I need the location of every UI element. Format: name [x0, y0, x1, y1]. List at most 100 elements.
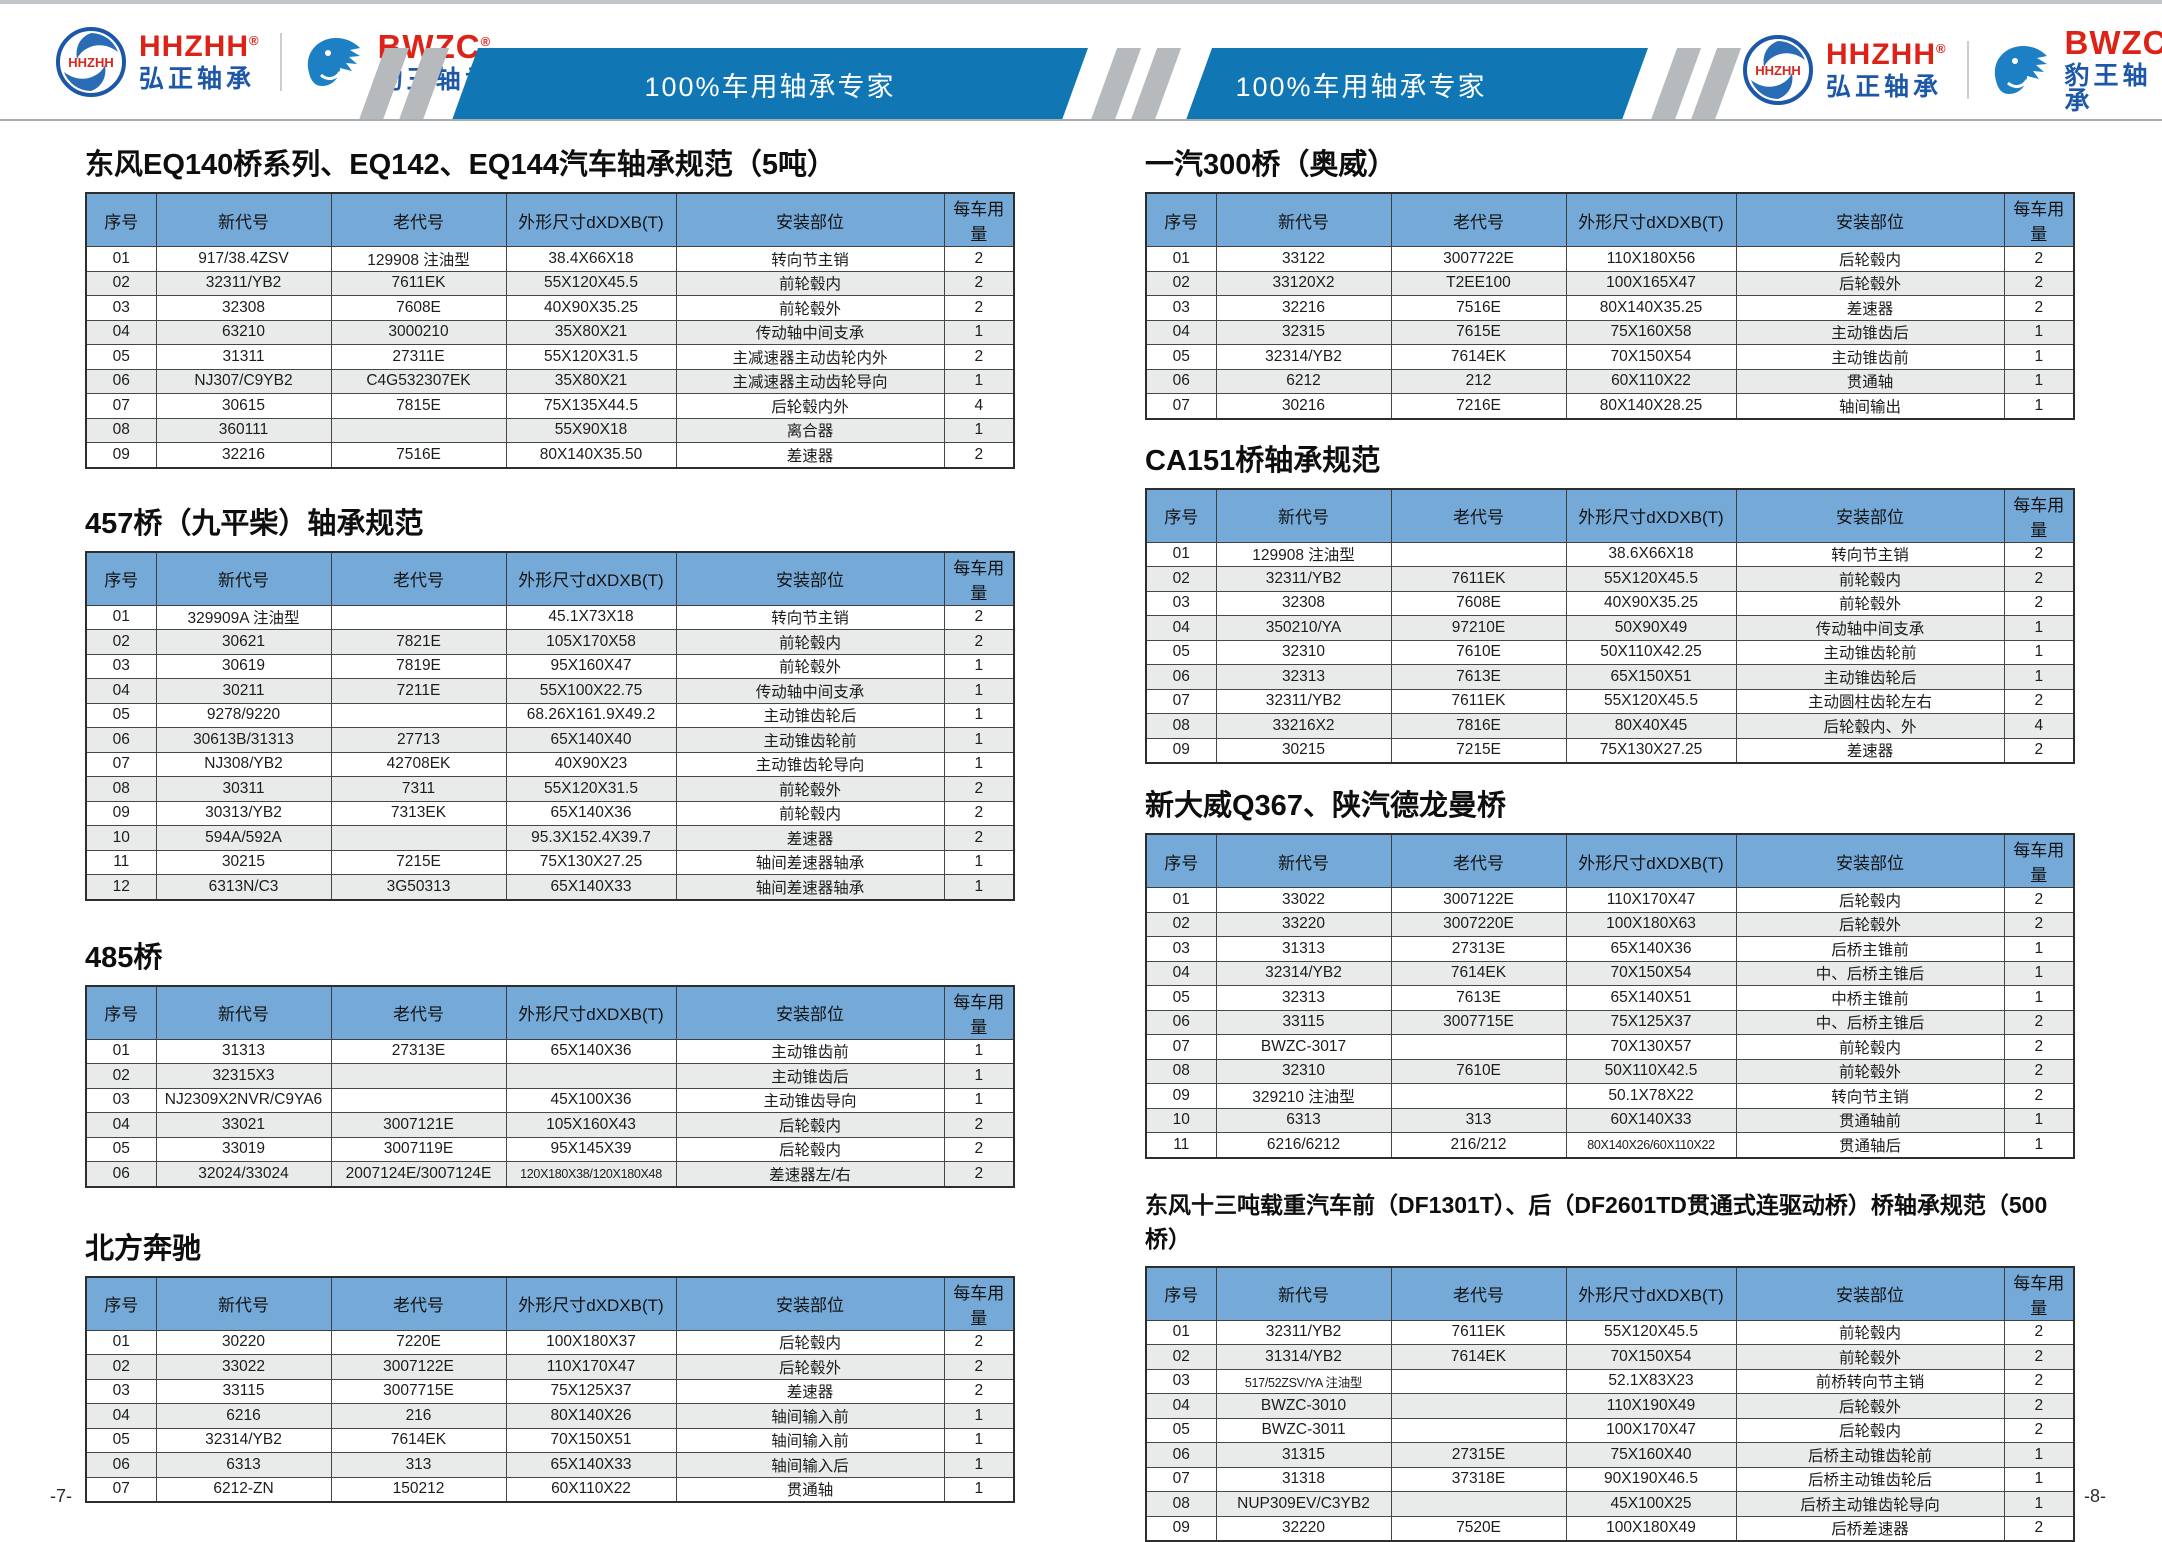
table-cell: 2 — [943, 1378, 1015, 1404]
table-cell: 3007119E — [330, 1136, 507, 1162]
table-cell: 27313E — [330, 1038, 507, 1064]
table-cell: 7821E — [330, 629, 507, 655]
table-cell: 75X125X37 — [1565, 1009, 1737, 1035]
table-cell: 350210/YA — [1215, 615, 1392, 641]
table-cell: 32311/YB2 — [1215, 688, 1392, 714]
table-cell: 7614EK — [1390, 1344, 1567, 1370]
table-cell: 1 — [2003, 368, 2075, 394]
table-cell: 30215 — [1215, 737, 1392, 764]
table-cell: 08 — [85, 776, 157, 802]
table-cell: 05 — [1145, 639, 1217, 665]
table-row: 08 360111 55X90X18 离合器 1 — [85, 417, 1015, 443]
table-cell: 主动锥齿轮后 — [1735, 664, 2005, 690]
table-cell: 1 — [2003, 1132, 2075, 1158]
section-title: CA151桥轴承规范 — [1145, 444, 1381, 477]
table-cell: 07 — [1145, 1034, 1217, 1060]
table-cell: 35X80X21 — [505, 368, 677, 394]
table-cell: 1 — [2003, 639, 2075, 665]
table-cell: 75X130X27.25 — [1565, 737, 1737, 764]
table-row: 04 30211 7211E 55X100X22.75 传动轴中间支承 1 — [85, 678, 1015, 704]
table-row: 01 31313 27313E 65X140X36 主动锥齿前 1 — [85, 1038, 1015, 1064]
table-cell: 02 — [1145, 1344, 1217, 1370]
table-cell: 轴间差速器轴承 — [675, 874, 945, 900]
table-cell: 31314/YB2 — [1215, 1344, 1392, 1370]
table-cell: 1 — [943, 678, 1015, 704]
table-cell: 7613E — [1390, 985, 1567, 1011]
table-cell: 06 — [1145, 1442, 1217, 1468]
section-title: 北方奔驰 — [85, 1232, 202, 1265]
table-row: 09 329210 注油型 50.1X78X22 转向节主销 2 — [1145, 1083, 2075, 1109]
table-cell: 差速器左/右 — [675, 1161, 945, 1187]
table-cell: 7610E — [1390, 639, 1567, 665]
table-row: 04 63210 3000210 35X80X21 传动轴中间支承 1 — [85, 319, 1015, 345]
table-cell: 42708EK — [330, 751, 507, 777]
column-header: 外形尺寸dXDXB(T) — [505, 1276, 677, 1331]
table-cell: 129908 注油型 — [330, 246, 507, 272]
table-row: 02 32315X3 主动锥齿后 1 — [85, 1063, 1015, 1089]
table-cell: 68.26X161.9X49.2 — [505, 702, 677, 728]
table-row: 06 NJ307/C9YB2 C4G532307EK 35X80X21 主减速器主动齿轮… — [85, 368, 1015, 394]
table-cell: 贯通轴前 — [1735, 1107, 2005, 1133]
table-cell: 30615 — [155, 393, 332, 419]
table-cell: 轴间输入前 — [675, 1427, 945, 1453]
table-row: 08 NUP309EV/C3YB2 45X100X25 后桥主动锥齿轮导向 1 — [1145, 1491, 2075, 1517]
table-cell: 2 — [943, 776, 1015, 802]
table-cell: 03 — [1145, 590, 1217, 616]
table-row: 07 6212-ZN 150212 60X110X22 贯通轴 1 — [85, 1476, 1015, 1503]
table-cell: 2 — [943, 442, 1015, 468]
table-cell: 1 — [943, 1038, 1015, 1064]
column-header: 新代号 — [155, 551, 332, 606]
table-cell: 2 — [2003, 1034, 2075, 1060]
column-header: 序号 — [85, 985, 157, 1040]
table-cell: 45X100X25 — [1565, 1491, 1737, 1517]
table-cell: 05 — [85, 344, 157, 370]
table-cell: 917/38.4ZSV — [155, 246, 332, 272]
table-row: 02 33022 3007122E 110X170X47 后轮毂外 2 — [85, 1354, 1015, 1380]
table-cell: 08 — [85, 417, 157, 443]
table-cell: 02 — [1145, 270, 1217, 296]
table-cell: 02 — [85, 629, 157, 655]
table-cell: 3007715E — [330, 1378, 507, 1404]
table-row: 04 BWZC-3010 110X190X49 后轮毂外 2 — [1145, 1393, 2075, 1419]
table-cell: 2 — [943, 1161, 1015, 1187]
table-cell: 1 — [2003, 1107, 2075, 1133]
table-cell: 差速器 — [675, 1378, 945, 1404]
table-cell: 7816E — [1390, 713, 1567, 739]
table-cell: 04 — [1145, 960, 1217, 986]
table-cell: 主动锥齿导向 — [675, 1087, 945, 1113]
table-cell: 后轮毂内 — [1735, 246, 2005, 272]
table-cell: 33115 — [1215, 1009, 1392, 1035]
table-cell: 08 — [1145, 1491, 1217, 1517]
column-header: 安装部位 — [1735, 488, 2005, 543]
table-cell: 2 — [943, 1354, 1015, 1380]
table-cell: 1 — [2003, 936, 2075, 962]
table-cell: 07 — [85, 1476, 157, 1503]
table-cell: 03 — [85, 1087, 157, 1113]
column-header: 老代号 — [330, 192, 507, 247]
table-cell: 30215 — [155, 849, 332, 875]
table-cell: 3000210 — [330, 319, 507, 345]
table-cell: 01 — [85, 1329, 157, 1355]
table-row: 05 31311 27311E 55X120X31.5 主减速器主动齿轮内外 2 — [85, 344, 1015, 370]
table-cell: 38.4X66X18 — [505, 246, 677, 272]
table-cell: 7614EK — [1390, 960, 1567, 986]
slogan-banner-right: 100%车用轴承专家 — [1186, 48, 1648, 120]
hhzhh-brand-name: HHZHH® — [1826, 38, 1947, 72]
table-cell: 转向节主销 — [1735, 541, 2005, 567]
table-cell: 06 — [1145, 664, 1217, 690]
table-row: 03 33115 3007715E 75X125X37 差速器 2 — [85, 1378, 1015, 1404]
bwzc-brand-cn: 豹王轴承 — [2064, 61, 2152, 116]
table-cell: 31315 — [1215, 1442, 1392, 1468]
page-number-left: -7- — [50, 1486, 72, 1506]
table-cell: 2 — [943, 1112, 1015, 1138]
table-row: 01 329909A 注油型 45.1X73X18 转向节主销 2 — [85, 604, 1015, 630]
table-cell: 75X135X44.5 — [505, 393, 677, 419]
table-cell: 33115 — [155, 1378, 332, 1404]
table-cell: 05 — [1145, 985, 1217, 1011]
table-cell: 110X180X56 — [1565, 246, 1737, 272]
table-cell: 04 — [85, 678, 157, 704]
top-edge-line — [0, 0, 2162, 4]
section-title: 485桥 — [85, 941, 163, 974]
column-header: 新代号 — [155, 985, 332, 1040]
table-row: 02 33220 3007220E 100X180X63 后轮毂外 2 — [1145, 911, 2075, 937]
